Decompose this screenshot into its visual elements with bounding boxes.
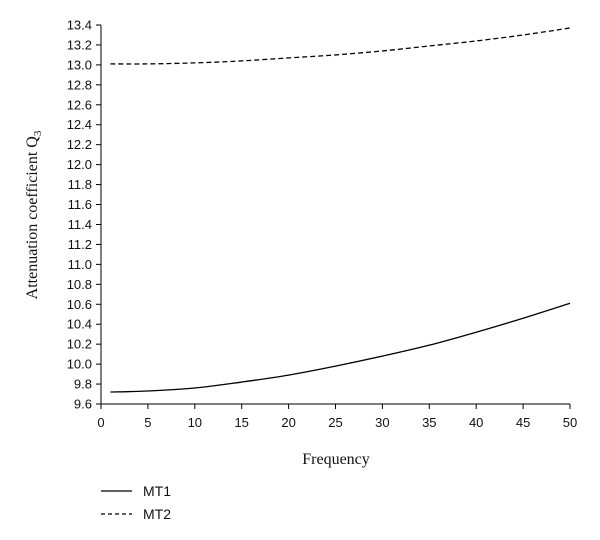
y-tick-label: 13.2 [67,37,92,52]
legend: MT1 MT2 [101,483,171,522]
y-tick-label: 10.8 [67,277,92,292]
y-tick-label: 11.8 [68,177,92,192]
series-layer [110,27,571,393]
series-line-mt2 [110,27,571,65]
x-tick-label: 50 [563,415,577,430]
y-tick-label: 13.4 [67,18,92,33]
y-tick-label: 11.4 [68,217,92,232]
y-tick-label: 13.0 [67,57,92,72]
y-tick-label: 10.2 [67,337,92,352]
x-tick-label: 20 [281,415,295,430]
series-line-mt1 [110,302,571,393]
legend-label-mt2: MT2 [143,506,171,522]
x-tick-label: 45 [516,415,530,430]
y-tick-label: 10.0 [67,357,92,372]
x-tick-label: 25 [328,415,342,430]
y-tick-label: 11.0 [68,257,92,272]
y-axis-title: Attenuation coefficient Q3 [24,130,44,299]
y-tick-label: 12.2 [67,137,92,152]
x-tick-label: 35 [422,415,436,430]
y-tick-label: 12.8 [67,77,92,92]
y-ticks: 9.6 9.8 10.0 10.2 10.4 10.6 10.8 11.0 11.2 11.4 11… [67,18,101,412]
y-tick-label: 11.6 [68,197,92,212]
y-tick-label: 10.4 [67,317,92,332]
legend-label-mt1: MT1 [143,483,171,499]
y-axis-title-main: Attenuation coefficient Q [24,136,41,300]
legend-item-mt1: MT1 [101,483,171,499]
y-axis-title-subscript: 3 [32,130,44,136]
x-tick-label: 0 [97,415,104,430]
legend-item-mt2: MT2 [101,506,171,522]
x-ticks: 0 5 10 15 20 25 30 35 40 45 50 [97,404,577,430]
x-tick-label: 40 [469,415,483,430]
x-tick-label: 5 [144,415,151,430]
x-tick-label: 30 [375,415,389,430]
x-tick-label: 10 [188,415,202,430]
y-tick-label: 12.6 [67,97,92,112]
y-tick-label: 11.2 [68,237,92,252]
y-tick-label: 12.4 [67,117,92,132]
y-tick-label: 9.6 [74,397,92,412]
y-tick-label: 10.6 [67,297,92,312]
x-axis-title: Frequency [302,451,370,468]
axes [100,25,570,405]
y-tick-label: 9.8 [74,377,92,392]
x-tick-label: 15 [234,415,248,430]
y-tick-label: 12.0 [67,157,92,172]
